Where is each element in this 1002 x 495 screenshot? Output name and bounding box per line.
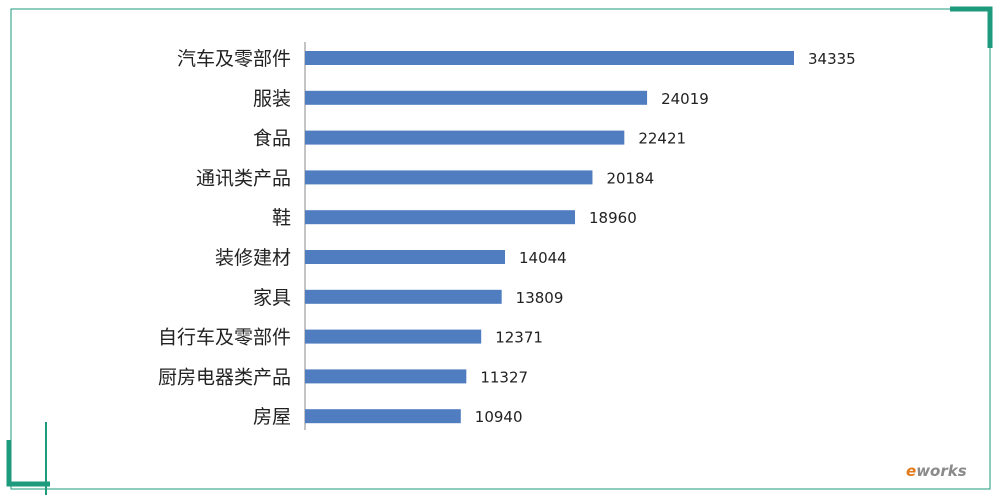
bar bbox=[305, 250, 506, 264]
bar bbox=[305, 369, 467, 384]
value-label: 18960 bbox=[589, 209, 637, 227]
watermark-e: e bbox=[906, 462, 916, 480]
bar bbox=[305, 90, 648, 105]
bar bbox=[305, 130, 625, 145]
value-label: 14044 bbox=[519, 249, 567, 267]
bar bbox=[305, 170, 593, 185]
watermark-logo: eworks bbox=[906, 462, 967, 480]
bar bbox=[305, 289, 502, 304]
watermark-works: works bbox=[916, 462, 967, 480]
category-label: 鞋 bbox=[272, 207, 291, 229]
category-label: 通讯类产品 bbox=[196, 167, 291, 189]
value-label: 22421 bbox=[638, 130, 686, 148]
category-label: 厨房电器类产品 bbox=[158, 366, 291, 388]
category-label: 装修建材 bbox=[215, 247, 291, 269]
category-label: 自行车及零部件 bbox=[158, 327, 291, 349]
bar bbox=[305, 210, 576, 225]
bar bbox=[305, 51, 794, 65]
corner-bracket-top-right bbox=[950, 6, 993, 48]
value-label: 12371 bbox=[495, 329, 543, 347]
bars-group bbox=[305, 51, 794, 424]
bar bbox=[305, 329, 482, 344]
category-label: 家具 bbox=[253, 287, 291, 309]
category-label: 服装 bbox=[253, 88, 291, 110]
category-label: 汽车及零部件 bbox=[177, 48, 291, 70]
category-label: 食品 bbox=[253, 128, 291, 150]
value-label: 13809 bbox=[516, 289, 564, 307]
value-label: 20184 bbox=[606, 169, 654, 187]
value-label: 10940 bbox=[475, 408, 523, 426]
frame-border bbox=[10, 8, 991, 490]
value-label: 11327 bbox=[480, 368, 528, 386]
corner-bracket-bottom-left bbox=[6, 440, 50, 487]
bar bbox=[305, 409, 461, 424]
value-labels-group: 34335 24019 22421 20184 18960 14044 13809 12371… bbox=[475, 50, 856, 426]
value-label: 34335 bbox=[808, 50, 856, 68]
category-label: 房屋 bbox=[253, 406, 291, 428]
value-label: 24019 bbox=[661, 90, 709, 108]
